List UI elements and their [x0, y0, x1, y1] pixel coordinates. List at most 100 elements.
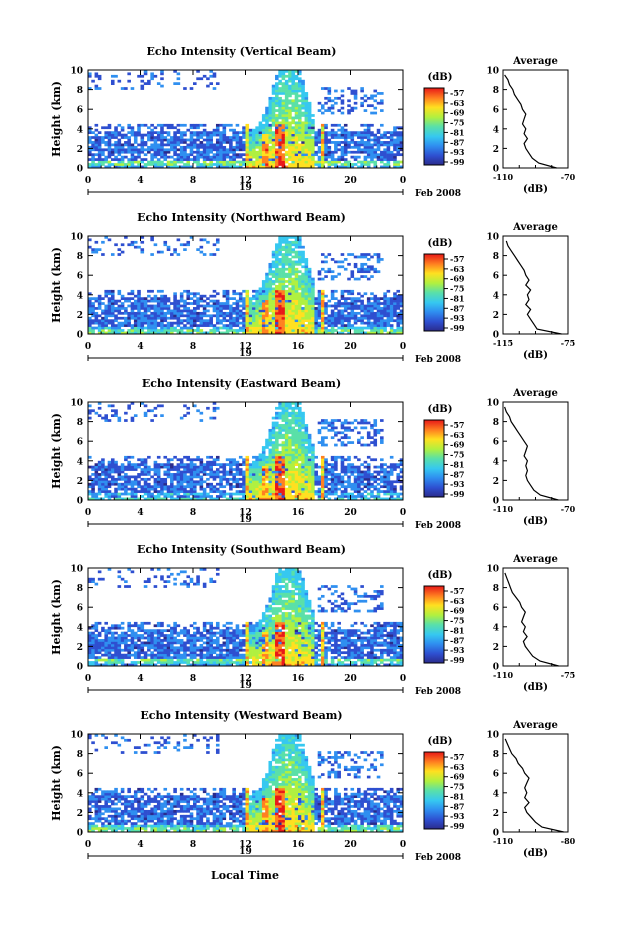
heatmap-cell [294, 480, 299, 484]
heatmap-cell [202, 155, 207, 159]
heatmap-cell [265, 280, 269, 283]
heatmap-cell [186, 145, 191, 149]
heatmap-cell [252, 150, 256, 154]
heatmap-cell [110, 319, 115, 323]
heatmap-cell [232, 297, 236, 300]
heatmap-cell [179, 136, 184, 139]
heatmap-cell [215, 329, 220, 332]
heatmap-cell [327, 304, 332, 308]
heatmap-cell [189, 326, 194, 330]
heatmap-cell [245, 468, 250, 471]
heatmap-cell [143, 309, 148, 313]
heatmap-cell [337, 316, 341, 320]
heatmap-cell [271, 114, 276, 117]
heatmap-cell [278, 114, 282, 117]
heatmap-cell [104, 331, 108, 335]
heatmap-cell [183, 326, 187, 330]
heatmap-cell [258, 319, 263, 323]
heatmap-cell [284, 285, 289, 288]
heatmap-cell [360, 150, 364, 154]
heatmap-cell [291, 453, 296, 457]
heatmap-cell [88, 158, 92, 161]
heatmap-cell [334, 302, 338, 305]
heatmap-cell [255, 145, 259, 149]
heatmap-cell [360, 309, 364, 313]
heatmap-cell [110, 309, 115, 313]
heatmap-cell [370, 331, 374, 335]
heatmap-cell [307, 297, 312, 300]
heatmap-cell [133, 148, 138, 152]
heatmap-cell [242, 329, 246, 332]
heatmap-cell [393, 141, 397, 144]
heatmap-cell [311, 473, 315, 476]
heatmap-cell [183, 470, 187, 474]
heatmap-cell [298, 84, 302, 88]
heatmap-cell [399, 299, 404, 303]
heatmap-cell [124, 136, 128, 139]
heatmap-cell [311, 448, 315, 452]
heatmap-cell [389, 307, 394, 310]
heatmap-cell [330, 304, 335, 308]
heatmap-cell [343, 153, 348, 157]
heatmap-cell [186, 309, 191, 313]
heatmap-cell [347, 109, 351, 112]
heatmap-cell [160, 309, 164, 313]
heatmap-cell [107, 485, 112, 489]
heatmap-cell [140, 136, 145, 139]
heatmap-cell [281, 82, 286, 85]
heatmap-cell [278, 480, 282, 484]
heatmap-cell [265, 307, 269, 310]
heatmap-cell [258, 121, 263, 125]
heatmap-cell [288, 426, 292, 430]
heatmap-cell [114, 243, 118, 247]
heatmap-cell [294, 490, 299, 493]
heatmap-cell [255, 304, 259, 308]
heatmap-cell [281, 451, 286, 454]
heatmap-cell [261, 119, 266, 122]
heatmap-cell [110, 414, 115, 417]
heatmap-cell [291, 262, 296, 266]
heatmap-cell [271, 487, 276, 491]
heatmap-cell [291, 148, 296, 152]
heatmap-cell [229, 145, 233, 149]
heatmap-cell [366, 307, 371, 310]
heatmap-cell [120, 163, 125, 166]
heatmap-cell [281, 270, 286, 274]
heatmap-cell [255, 133, 259, 137]
heatmap-cell [130, 316, 135, 320]
heatmap-cell [291, 267, 296, 271]
heatmap-cell [275, 148, 279, 152]
heatmap-cell [294, 253, 299, 256]
heatmap-cell [117, 138, 122, 142]
heatmap-cell [101, 485, 105, 489]
heatmap-cell [120, 148, 125, 152]
heatmap-cell [170, 497, 174, 501]
heatmap-cell [206, 485, 210, 489]
heatmap-cell [275, 126, 279, 130]
heatmap-cell [229, 319, 233, 323]
heatmap-cell [268, 126, 273, 130]
heatmap-cell [281, 285, 286, 288]
heatmap-cell [393, 331, 397, 335]
heatmap-cell [340, 101, 345, 105]
heatmap-cell [399, 160, 404, 164]
heatmap-cell [347, 329, 351, 332]
heatmap-cell [327, 160, 332, 164]
heatmap-cell [219, 136, 223, 139]
heatmap-cell [265, 458, 269, 462]
heatmap-cell [301, 487, 305, 491]
heatmap-cell [170, 485, 174, 489]
heatmap-cell [360, 138, 364, 142]
heatmap-cell [140, 307, 145, 310]
heatmap-cell [311, 482, 315, 486]
heatmap-cell [373, 160, 378, 164]
heatmap-cell [294, 470, 299, 474]
heatmap-cell [324, 270, 328, 274]
heatmap-cell [133, 245, 138, 249]
heatmap-cell [245, 131, 250, 134]
heatmap-cell [160, 77, 164, 81]
heatmap-cell [268, 277, 273, 281]
heatmap-cell [340, 111, 345, 115]
heatmap-cell [261, 287, 266, 291]
heatmap-cell [288, 70, 292, 73]
